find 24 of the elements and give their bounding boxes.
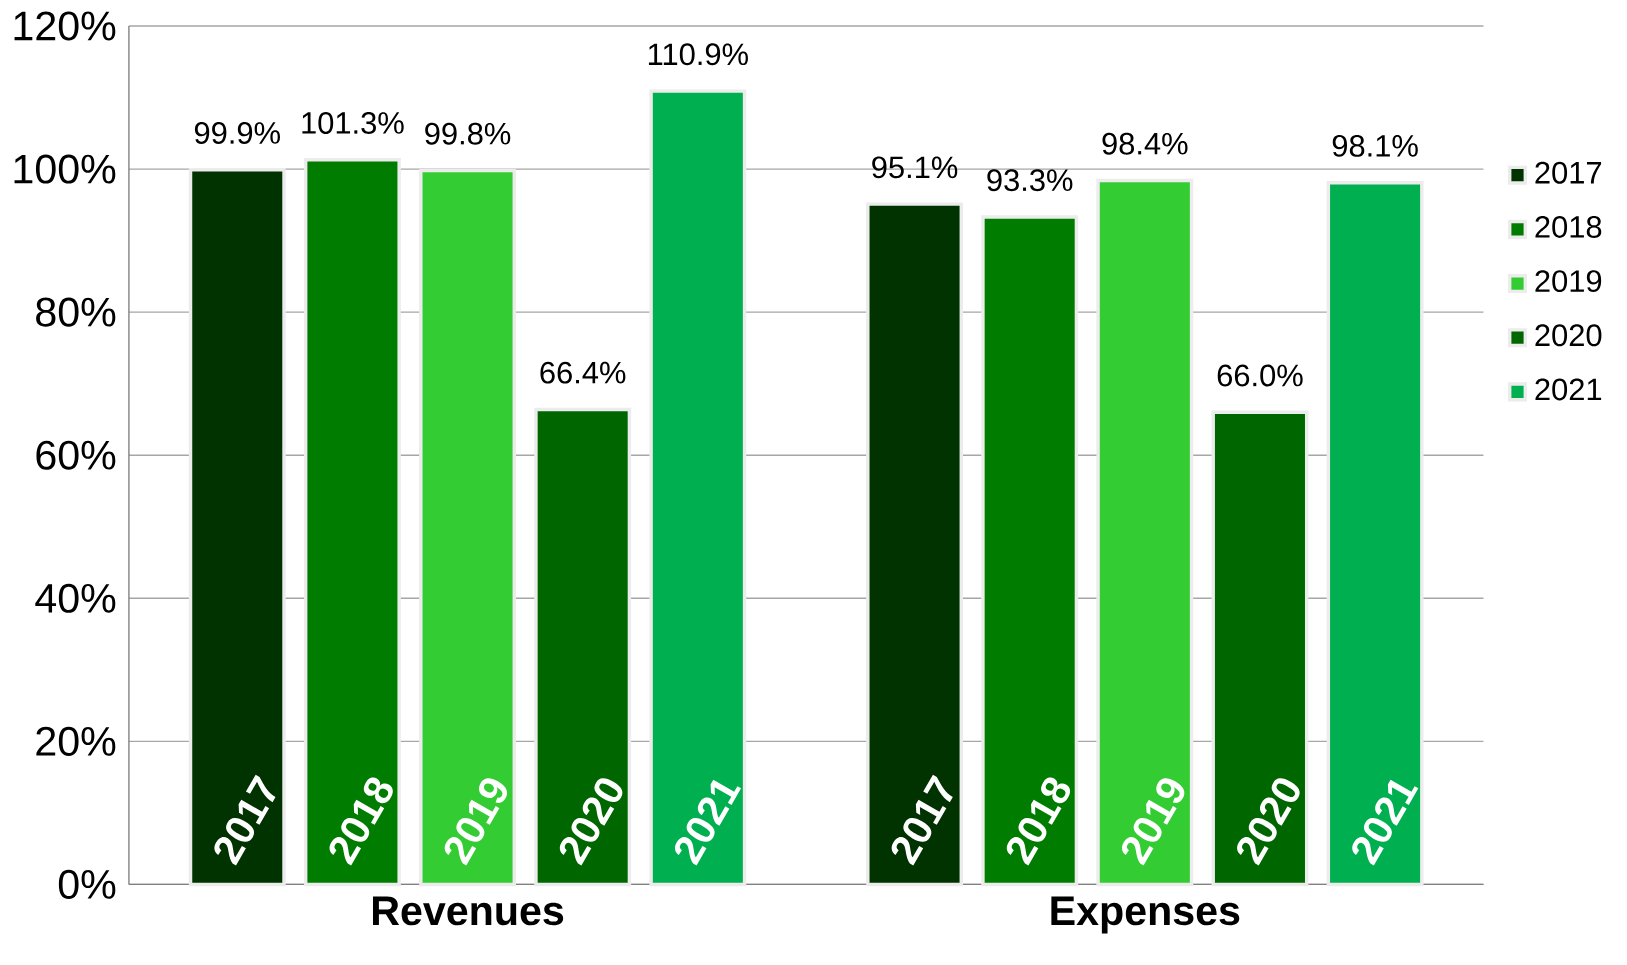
y-tick-label: 0% [58,869,116,899]
x-tick-label: Revenues [372,896,564,926]
data-label: 101.3% [302,111,404,134]
data-label: 95.1% [872,156,958,179]
y-tick-label: 100% [14,154,116,184]
data-label: 66.0% [1217,364,1303,387]
y-tick-label: 60% [36,440,116,470]
legend-label: 2019 [1535,269,1602,292]
y-tick-label: 80% [36,297,116,327]
legend-label: 2021 [1535,378,1602,401]
legend-label: 2018 [1535,215,1602,238]
y-tick-label: 20% [36,726,116,756]
legend-label: 2017 [1535,161,1602,184]
x-tick-label: Expenses [1051,896,1240,934]
legend-label: 2020 [1535,324,1602,347]
data-label: 110.9% [648,43,748,66]
data-label: 99.9% [194,121,280,144]
data-label: 93.3% [987,169,1073,191]
y-tick-label: 40% [35,583,116,613]
data-label: 98.4% [1102,132,1188,155]
data-label: 99.8% [425,122,511,145]
y-tick-label: 120% [14,11,116,41]
data-label: 98.1% [1332,134,1418,157]
data-label: 66.4% [540,361,626,384]
